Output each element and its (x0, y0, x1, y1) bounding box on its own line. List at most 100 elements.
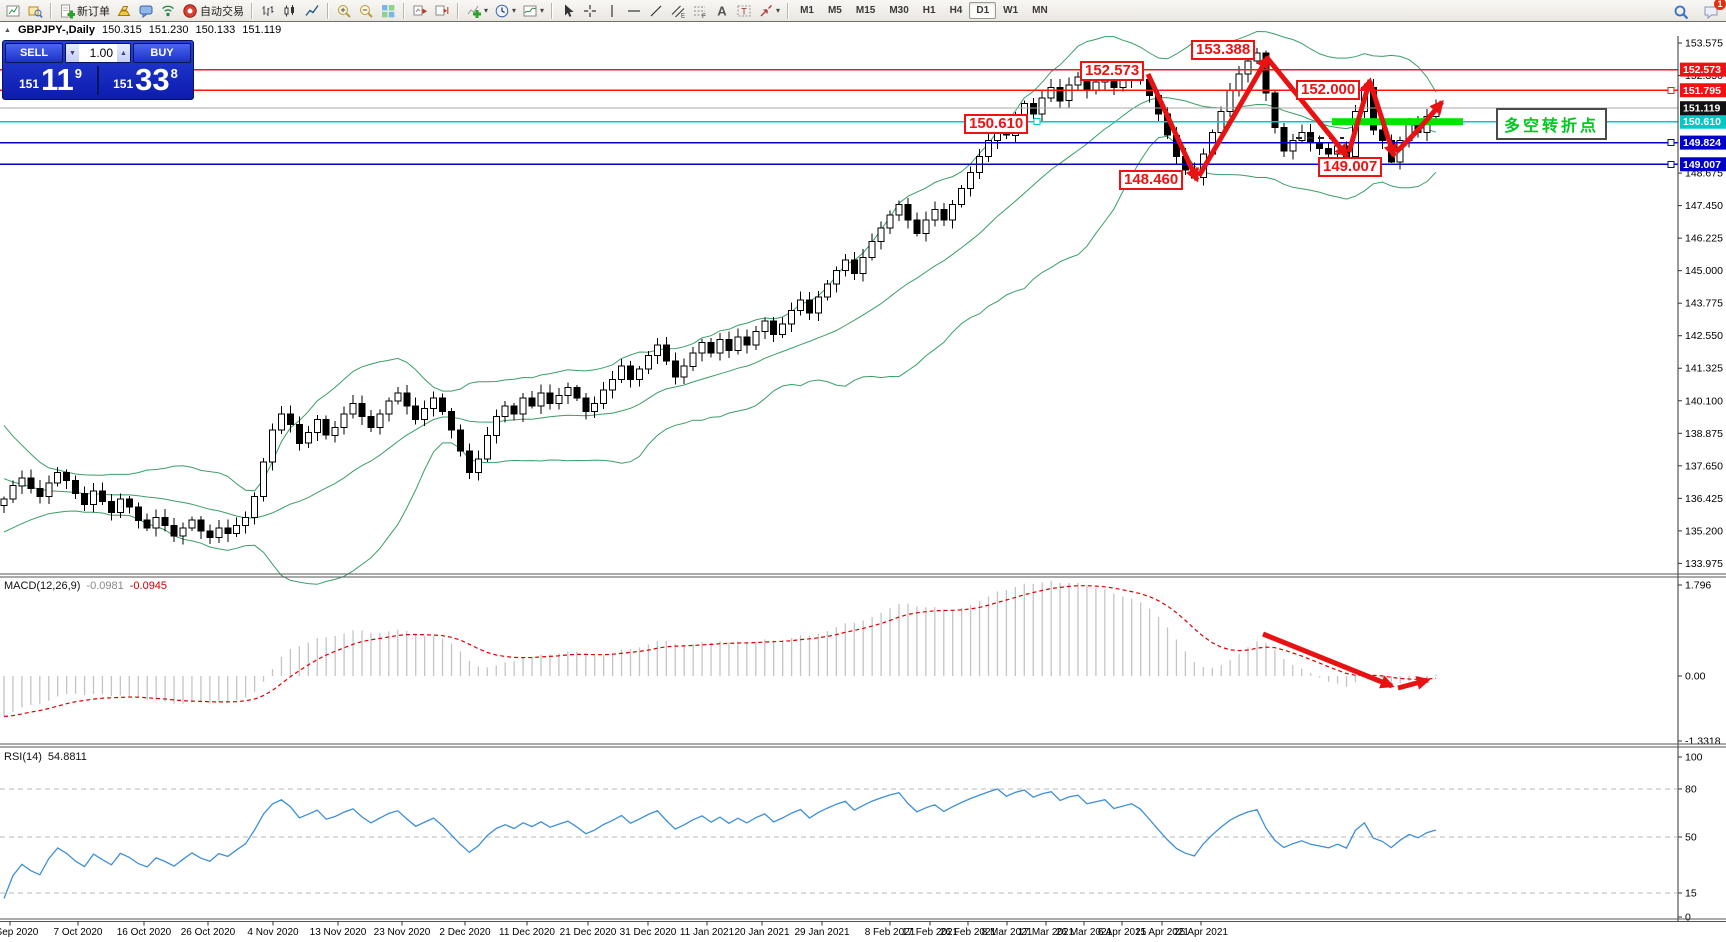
svg-text:151.795: 151.795 (1683, 85, 1721, 97)
tab-timeframe-d1[interactable]: D1 (969, 2, 997, 19)
candles-chart-icon (284, 4, 294, 16)
tile-windows-icon (382, 4, 395, 17)
tab-timeframe-h1[interactable]: H1 (922, 5, 936, 16)
tab-timeframe-m1[interactable]: M1 (800, 5, 814, 16)
buy-button[interactable]: BUY (133, 43, 191, 63)
svg-text:1.796: 1.796 (1685, 580, 1711, 592)
signals-icon (162, 5, 174, 16)
one-click-trading-panel: SELL ▼ 1.00 ▲ BUY 151 11 9 151 33 8 (2, 40, 194, 100)
macd-pane (3, 580, 1437, 718)
sell-button[interactable]: SELL (5, 43, 63, 63)
svg-text:E: E (681, 13, 685, 19)
autotrading-button[interactable]: 自动交易 (179, 0, 247, 21)
candles-chart-button[interactable] (279, 0, 301, 21)
profiles-button[interactable] (24, 0, 46, 21)
price-annotation-label: 153.388 (1191, 40, 1256, 60)
horizontal-line-button[interactable] (623, 0, 645, 21)
svg-text:26 Oct 2020: 26 Oct 2020 (181, 927, 236, 938)
search-button[interactable] (1670, 1, 1692, 22)
tab-timeframe-h4[interactable]: H4 (949, 5, 963, 16)
line-chart-button[interactable] (301, 0, 323, 21)
svg-text:137.650: 137.650 (1685, 460, 1723, 472)
periods-button[interactable]: ▾ (491, 0, 519, 21)
indicators-button[interactable]: ▾ (463, 0, 491, 21)
periods-icon (495, 4, 509, 17)
price-annotation-label: 152.000 (1296, 80, 1361, 100)
svg-text:16 Oct 2020: 16 Oct 2020 (117, 927, 172, 938)
zoom-in-button[interactable] (333, 0, 355, 21)
price-annotation-label: 152.573 (1080, 61, 1145, 81)
svg-text:20 Jan 2021: 20 Jan 2021 (734, 927, 789, 938)
tab-timeframe-mn[interactable]: MN (1032, 5, 1048, 16)
profiles-icon (28, 6, 43, 18)
symbol-marker-icon: ▲ (4, 26, 11, 34)
turning-point-label: 多空转折点 (1496, 108, 1608, 140)
tile-windows-button[interactable] (377, 0, 399, 21)
text-icon: A (717, 3, 727, 18)
svg-text:-1.3318: -1.3318 (1685, 736, 1721, 748)
svg-text:138.875: 138.875 (1685, 428, 1723, 440)
svg-text:17 Feb 2021: 17 Feb 2021 (902, 927, 959, 938)
rsi-indicator-label: RSI(14) 54.8811 (4, 751, 87, 763)
trendline-icon (650, 5, 662, 16)
svg-text:152.573: 152.573 (1683, 64, 1721, 76)
volume-up-icon[interactable]: ▲ (117, 44, 130, 62)
trend-annotation-arrows (1145, 54, 1444, 183)
svg-text:11 Dec 2020: 11 Dec 2020 (499, 927, 555, 938)
tab-timeframe-m15[interactable]: M15 (855, 5, 876, 16)
new-chart-button[interactable] (2, 0, 24, 21)
horizontal-levels (0, 68, 1678, 168)
volume-value[interactable]: 1.00 (89, 46, 113, 60)
vertical-line-icon (611, 4, 613, 17)
zoom-out-button[interactable] (355, 0, 377, 21)
svg-text:135.200: 135.200 (1685, 525, 1723, 537)
buy-price[interactable]: 151 33 8 (100, 64, 191, 97)
cursor-button[interactable] (557, 0, 579, 21)
buy-price-sup: 8 (170, 66, 178, 81)
price-axis[interactable]: 153.575152.350148.675147.450146.225145.0… (1677, 36, 1726, 924)
svg-text:29 Jan 2021: 29 Jan 2021 (794, 927, 849, 938)
svg-text:0.00: 0.00 (1685, 671, 1706, 683)
toolbar-separator (50, 2, 52, 19)
svg-text:136.425: 136.425 (1685, 493, 1723, 505)
sell-price[interactable]: 151 11 9 (5, 64, 96, 97)
tab-timeframe-m30[interactable]: M30 (889, 5, 909, 16)
macd-signal-value: -0.0945 (129, 580, 168, 592)
fibonacci-button[interactable]: F (689, 0, 711, 21)
price-annotation-label: 148.460 (1119, 170, 1184, 190)
svg-text:149.007: 149.007 (1683, 159, 1721, 171)
text-label-icon: T (737, 5, 751, 16)
bars-chart-button[interactable] (257, 0, 279, 21)
text-label-button[interactable]: T (733, 0, 755, 21)
channel-button[interactable]: E (667, 0, 689, 21)
svg-text:13 Nov 2020: 13 Nov 2020 (310, 927, 367, 938)
crosshair-button[interactable] (579, 0, 601, 21)
ohlc-low: 150.133 (195, 24, 236, 36)
svg-text:50: 50 (1685, 832, 1697, 844)
volume-down-icon[interactable]: ▼ (66, 44, 79, 62)
chart-shift-icon (435, 5, 449, 15)
zoom-in-icon (338, 4, 351, 18)
chat-button[interactable]: 1 (1700, 0, 1726, 22)
templates-button[interactable]: ▾ (519, 0, 547, 21)
terminal-button[interactable] (135, 0, 157, 21)
auto-scroll-button[interactable] (409, 0, 431, 21)
macd-indicator-label: MACD(12,26,9) -0.0981 -0.0945 (4, 580, 167, 592)
time-axis[interactable]: 28 Sep 2020 7 Oct 2020 16 Oct 2020 26 Oct 2… (0, 921, 1228, 939)
chart-shift-button[interactable] (431, 0, 453, 21)
arrows-button[interactable]: ▾ (755, 0, 783, 21)
vertical-line-button[interactable] (601, 0, 623, 21)
new-order-button[interactable]: 新订单 (56, 0, 113, 21)
svg-text:140.100: 140.100 (1685, 395, 1723, 407)
metaeditor-button[interactable] (113, 0, 135, 21)
signals-button[interactable] (157, 0, 179, 21)
tab-timeframe-w1[interactable]: W1 (1003, 5, 1019, 16)
arrows-icon (760, 4, 773, 16)
svg-text:31 Dec 2020: 31 Dec 2020 (620, 927, 677, 938)
volume-stepper[interactable]: ▼ 1.00 ▲ (65, 43, 131, 63)
buy-price-big: 33 (135, 62, 170, 97)
text-button[interactable]: A (711, 0, 733, 21)
trendline-button[interactable] (645, 0, 667, 21)
tab-timeframe-m5[interactable]: M5 (827, 5, 842, 16)
